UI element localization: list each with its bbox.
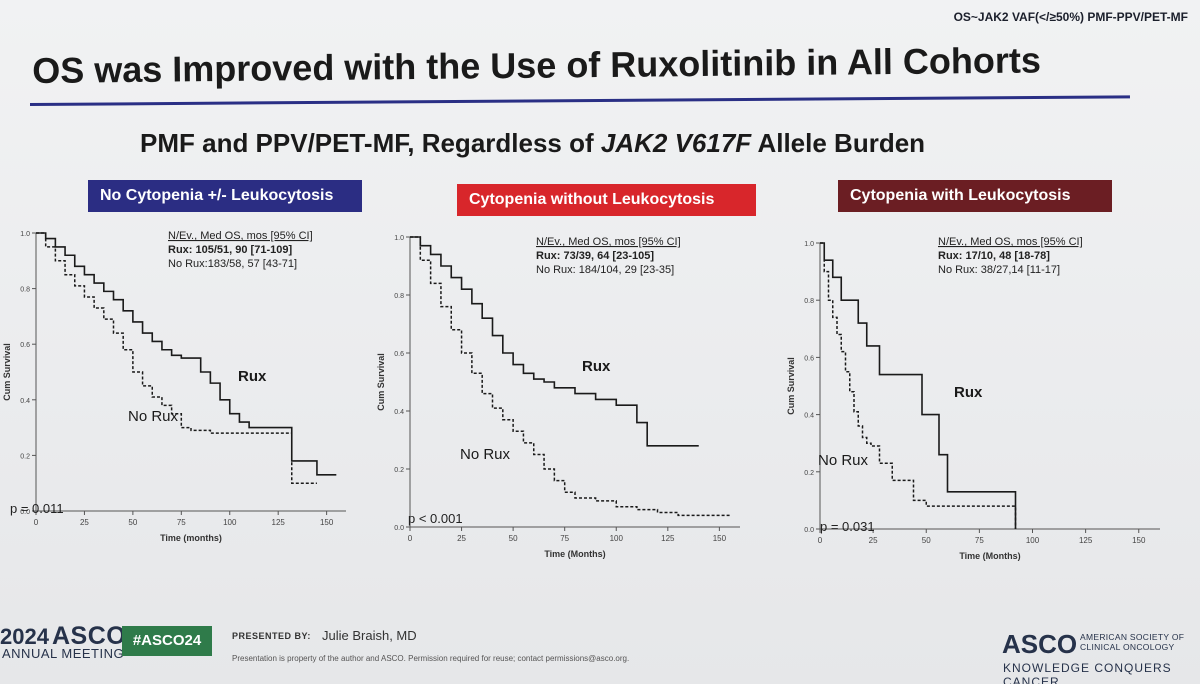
rux-curve [36,232,337,476]
x-tick-label: 0 [34,518,39,527]
y-tick-label: 0.6 [804,355,814,362]
x-tick-label: 25 [80,518,89,527]
x-axis-label: Time (months) [160,533,222,543]
tagline: KNOWLEDGE CONQUERS CANCER [1003,661,1172,684]
rux-label: Rux [954,384,983,401]
presented-by-label: PRESENTED BY: [232,631,311,641]
presenter-name: Julie Braish, MD [322,628,417,643]
x-tick-label: 25 [457,534,466,543]
slide-title: OS was Improved with the Use of Ruxoliti… [32,39,1042,91]
footer-year: 2024 [0,624,49,649]
rux-label: Rux [582,358,611,375]
subtitle-part-2: Allele Burden [751,128,926,158]
subtitle-part-1: PMF and PPV/PET-MF, Regardless of [140,128,601,158]
no-rux-label: No Rux [460,446,511,463]
x-tick-label: 150 [713,534,727,543]
legend-no-rux: No Rux: 184/104, 29 [23-35] [536,264,674,276]
x-tick-label: 100 [1026,536,1040,545]
y-tick-label: 0.2 [804,470,814,477]
x-tick-label: 0 [408,534,413,543]
p-value: p = 0.031 [820,519,875,534]
x-tick-label: 125 [272,518,286,527]
y-axis-label: Cum Survival [376,353,386,411]
y-tick-label: 0.2 [394,467,404,474]
x-tick-label: 75 [177,518,186,527]
x-tick-label: 125 [661,534,675,543]
x-axis-label: Time (Months) [544,549,605,559]
y-tick-label: 0.4 [20,398,30,405]
x-tick-label: 50 [509,534,518,543]
y-tick-label: 1.0 [20,231,30,238]
legend-header: N/Ev., Med OS, mos [95% CI] [168,230,313,242]
x-tick-label: 50 [922,536,931,545]
slide-subtitle: PMF and PPV/PET-MF, Regardless of JAK2 V… [140,128,1120,159]
y-tick-label: 0.6 [20,342,30,349]
y-tick-label: 1.0 [804,241,814,248]
legend-no-rux: No Rux:183/58, 57 [43-71] [168,258,297,270]
x-tick-label: 75 [560,534,569,543]
km-chart-1: 0.0 0.2 0.4 0.6 0.8 1.0 0 25 50 75 100 125 150 Time (… [2,230,346,543]
p-value: p = 0.011 [10,501,64,516]
footer-asco-logo: ASCO [52,622,127,650]
society-name: AMERICAN SOCIETY OF CLINICAL ONCOLOGY [1080,632,1185,652]
rux-curve [410,236,699,447]
cohort-label-2: Cytopenia without Leukocytosis [457,184,756,216]
x-tick-label: 150 [320,518,334,527]
asco-logo-right: ASCO [1002,629,1078,659]
title-divider [30,95,1130,106]
x-tick-label: 50 [128,518,137,527]
footer-meeting: ANNUAL MEETING [2,646,125,661]
no-rux-curve [36,232,317,484]
y-tick-label: 0.2 [20,453,30,460]
hashtag-badge: #ASCO24 [122,626,212,656]
x-tick-label: 125 [1079,536,1093,545]
cohort-label-3: Cytopenia with Leukocytosis [838,180,1112,212]
no-rux-label: No Rux [818,452,869,469]
subtitle-gene: JAK2 V617F [600,128,752,158]
km-chart-3: 0.0 0.2 0.4 0.6 0.8 1.0 0 25 50 75 100 125 150 Time (… [786,236,1160,561]
y-tick-label: 0.4 [804,413,814,420]
y-axis-label: Cum Survival [786,357,796,415]
corner-label: OS~JAK2 VAF(</≥50%) PMF-PPV/PET-MF [953,10,1188,24]
y-tick-label: 0.6 [394,351,404,358]
legend-header: N/Ev., Med OS, mos [95% CI] [938,236,1083,248]
legend-rux: Rux: 73/39, 64 [23-105] [536,250,654,262]
legend-no-rux: No Rux: 38/27,14 [11-17] [938,264,1060,276]
x-tick-label: 100 [610,534,624,543]
rux-curve [820,242,1017,529]
no-rux-label: No Rux [128,408,179,425]
cohort-label-1: No Cytopenia +/- Leukocytosis [88,180,362,212]
x-tick-label: 100 [223,518,237,527]
y-axis-label: Cum Survival [2,343,12,401]
x-tick-label: 150 [1132,536,1146,545]
y-tick-label: 0.8 [394,293,404,300]
rux-label: Rux [238,368,267,385]
legend-header: N/Ev., Med OS, mos [95% CI] [536,236,681,248]
legend-rux: Rux: 105/51, 90 [71-109] [168,244,292,256]
y-tick-label: 0.0 [804,527,814,534]
y-tick-label: 1.0 [394,235,404,242]
x-tick-label: 0 [818,536,823,545]
no-rux-curve [820,242,1017,529]
legend-rux: Rux: 17/10, 48 [18-78] [938,250,1050,262]
no-rux-curve [410,236,730,517]
y-tick-label: 0.8 [20,287,30,294]
y-tick-label: 0.8 [804,298,814,305]
km-chart-2: 0.0 0.2 0.4 0.6 0.8 1.0 0 25 50 75 100 125 150 Time (… [376,235,740,559]
x-tick-label: 75 [975,536,984,545]
disclaimer: Presentation is property of the author a… [232,654,630,663]
x-tick-label: 25 [869,536,878,545]
y-tick-label: 0.0 [394,525,404,532]
y-tick-label: 0.0 [20,509,30,516]
p-value: p < 0.001 [408,511,463,526]
x-axis-label: Time (Months) [959,551,1020,561]
y-tick-label: 0.4 [394,409,404,416]
